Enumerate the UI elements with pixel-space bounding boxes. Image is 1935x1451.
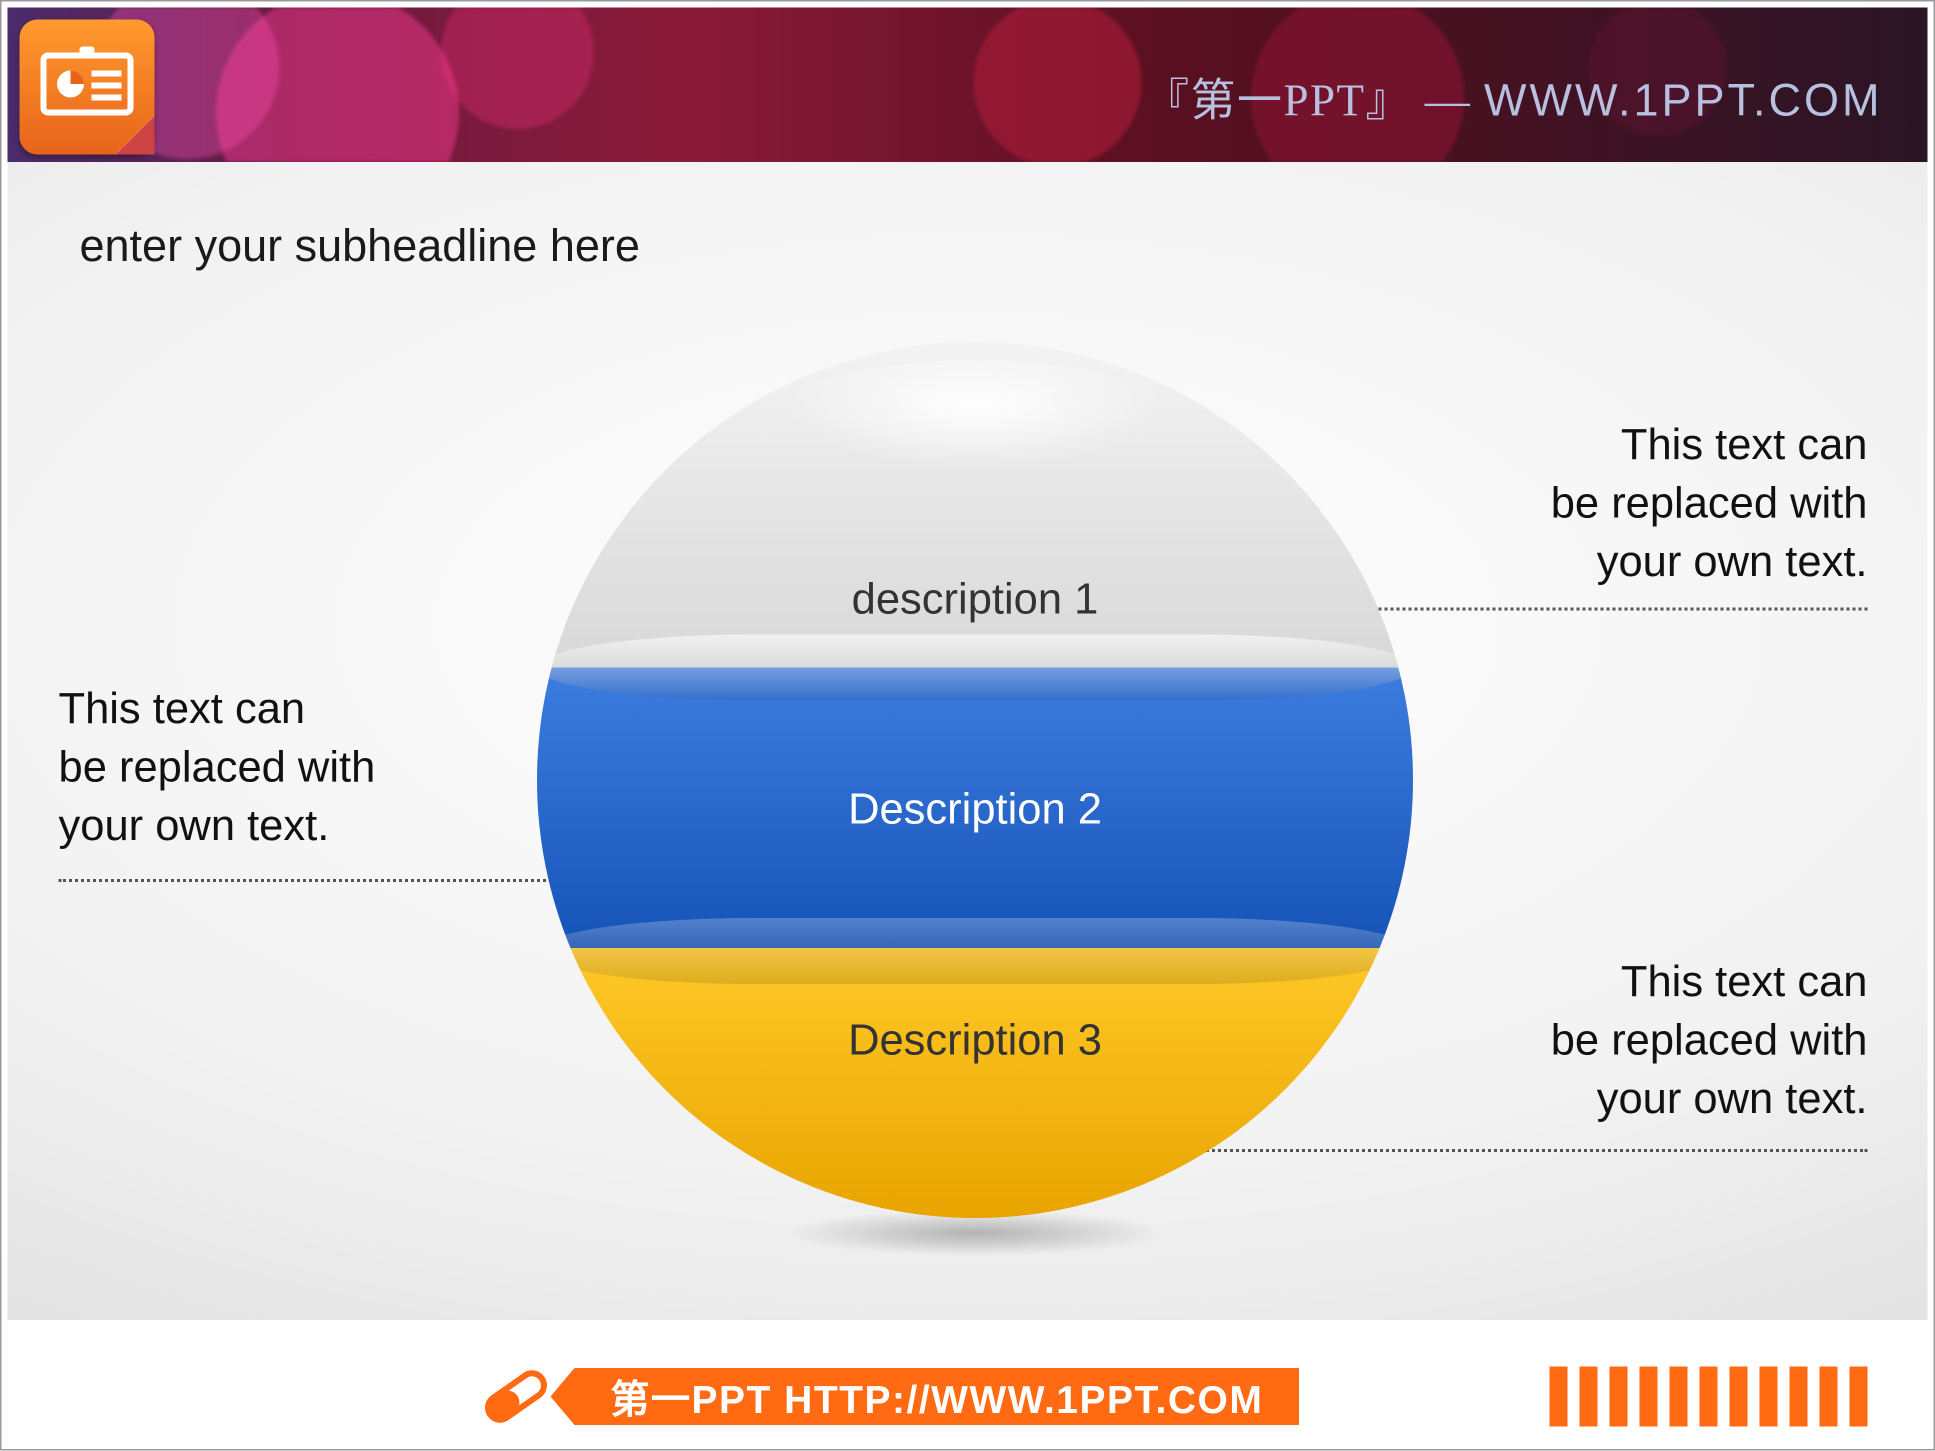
sphere: description 1 Description 2 Description …	[537, 342, 1413, 1218]
band-edge-1	[537, 635, 1413, 701]
band-2-label: Description 2	[537, 786, 1413, 836]
footer-bar: 第一PPT HTTP://WWW.1PPT.COM	[575, 1368, 1300, 1425]
band-1-label: description 1	[537, 576, 1413, 626]
sphere-highlight	[750, 360, 1200, 510]
callout-2: This text can be replaced with your own …	[59, 681, 376, 857]
banner-brand-text: 『第一PPT』 — WWW.1PPT.COM	[1144, 63, 1883, 129]
callout-2-line3: your own text.	[59, 798, 376, 857]
footer-stripes	[1550, 1367, 1868, 1427]
powerpoint-icon	[20, 20, 155, 155]
callout-3: This text can be replaced with your own …	[1551, 954, 1868, 1130]
brand-label: 『第一PPT』 —	[1144, 77, 1484, 127]
callout-3-line2: be replaced with	[1551, 1013, 1868, 1072]
callout-3-line3: your own text.	[1551, 1071, 1868, 1130]
sphere-diagram: description 1 Description 2 Description …	[537, 342, 1413, 1218]
subheadline: enter your subheadline here	[80, 222, 640, 273]
callout-1-line1: This text can	[1551, 417, 1868, 476]
callout-2-line2: be replaced with	[59, 740, 376, 799]
callout-1-line2: be replaced with	[1551, 476, 1868, 535]
slide-body: enter your subheadline here description …	[8, 162, 1928, 1320]
top-banner: 『第一PPT』 — WWW.1PPT.COM	[8, 8, 1928, 163]
footer: 第一PPT HTTP://WWW.1PPT.COM	[8, 1350, 1928, 1443]
callout-3-line1: This text can	[1551, 954, 1868, 1013]
callout-1: This text can be replaced with your own …	[1551, 417, 1868, 593]
callout-1-line3: your own text.	[1551, 534, 1868, 593]
slide-page: 『第一PPT』 — WWW.1PPT.COM enter your subhea…	[0, 0, 1935, 1451]
band-3-label: Description 3	[537, 1017, 1413, 1067]
footer-text: 第一PPT HTTP://WWW.1PPT.COM	[611, 1369, 1264, 1425]
presentation-glyph-icon	[41, 44, 134, 131]
brand-url: WWW.1PPT.COM	[1484, 77, 1882, 127]
pill-icon	[476, 1361, 557, 1433]
band-edge-2	[537, 918, 1413, 984]
sphere-band-3	[537, 948, 1413, 1218]
callout-2-line1: This text can	[59, 681, 376, 740]
